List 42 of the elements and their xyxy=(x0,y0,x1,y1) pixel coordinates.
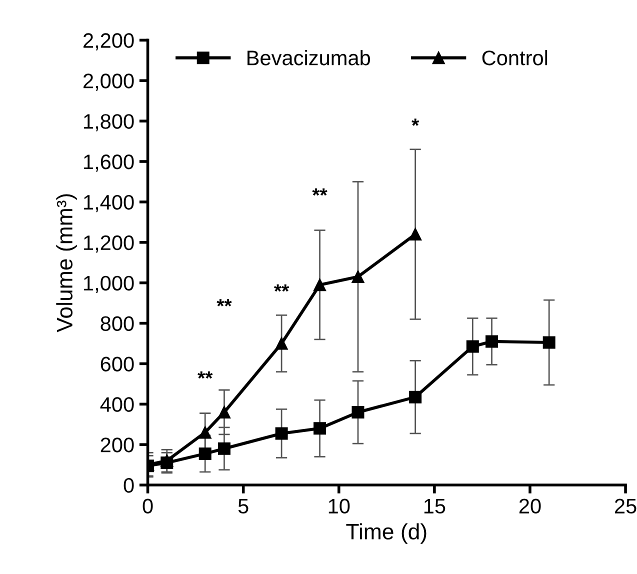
point xyxy=(314,422,326,435)
annotation: ** xyxy=(198,371,213,379)
y-tick-label: 1,800 xyxy=(84,114,134,132)
point xyxy=(218,406,230,418)
y-tick-label: 2,000 xyxy=(84,74,134,91)
y-tick-label: 1,400 xyxy=(84,194,134,212)
annotation: ** xyxy=(274,284,290,292)
point xyxy=(198,447,212,460)
y-axis-title: Volume (mm³) xyxy=(56,194,77,332)
y-tick-label: 400 xyxy=(100,397,134,412)
point xyxy=(198,426,212,439)
x-tick-label: 0 xyxy=(142,498,153,514)
legend-label: Control xyxy=(482,50,548,66)
point xyxy=(409,390,422,404)
legend-label: Bevacizumab xyxy=(248,50,370,66)
x-tick-label: 10 xyxy=(328,498,350,514)
point xyxy=(314,278,326,292)
x-tick-label: 15 xyxy=(424,498,446,514)
point xyxy=(542,336,556,349)
x-tick-label: 20 xyxy=(519,498,541,514)
y-tick-label: 1,200 xyxy=(84,235,134,253)
y-tick-label: 800 xyxy=(100,316,134,332)
point xyxy=(218,442,230,455)
y-tick-label: 0 xyxy=(124,478,134,493)
y-tick-label: 1,000 xyxy=(84,276,134,294)
y-tick-label: 200 xyxy=(100,438,134,452)
annotation: ** xyxy=(312,188,328,196)
x-axis-title: Time (d) xyxy=(346,523,426,544)
point xyxy=(352,406,364,418)
annotation: * xyxy=(412,118,420,126)
x-tick-label: 25 xyxy=(614,498,636,514)
y-tick-label: 2,200 xyxy=(84,33,134,50)
point xyxy=(352,270,364,284)
annotation: ** xyxy=(216,299,232,306)
y-tick-label: 600 xyxy=(100,356,134,372)
point xyxy=(409,228,422,241)
point xyxy=(275,427,288,440)
x-tick-label: 5 xyxy=(238,498,248,514)
point xyxy=(275,337,288,350)
point xyxy=(486,335,498,348)
point xyxy=(466,340,479,353)
y-tick-label: 1,600 xyxy=(84,154,134,172)
